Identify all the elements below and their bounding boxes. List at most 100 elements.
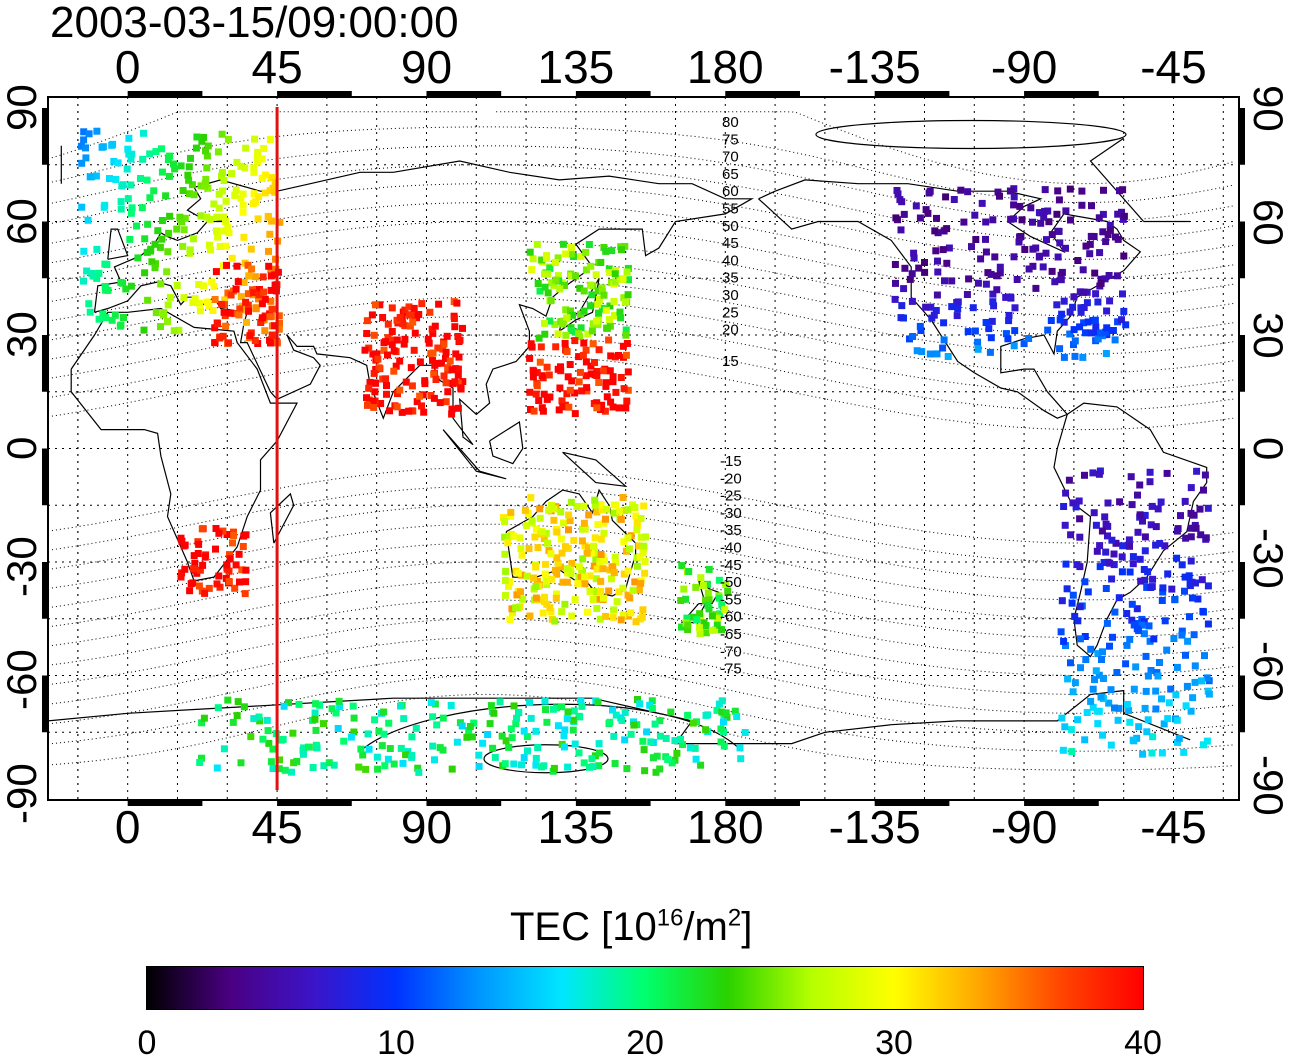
tec-point bbox=[268, 331, 276, 339]
tec-point bbox=[203, 152, 211, 160]
tec-point bbox=[620, 385, 628, 393]
tec-point bbox=[250, 715, 258, 723]
tec-point bbox=[1078, 201, 1086, 209]
tec-point bbox=[1193, 467, 1201, 475]
tec-point bbox=[580, 519, 588, 527]
tec-point bbox=[1002, 293, 1010, 301]
tec-point bbox=[1200, 741, 1207, 749]
tec-point bbox=[245, 307, 252, 315]
contour-label-minus-50: -50 bbox=[720, 574, 742, 591]
tec-point bbox=[1074, 716, 1082, 724]
tec-point bbox=[1125, 707, 1133, 714]
tec-point bbox=[602, 382, 610, 390]
tec-point bbox=[1071, 352, 1079, 360]
tec-point bbox=[261, 327, 269, 335]
tec-point bbox=[989, 216, 997, 224]
tec-point bbox=[1101, 328, 1109, 336]
tec-point bbox=[1060, 297, 1068, 305]
tec-point bbox=[125, 134, 133, 142]
tec-point bbox=[550, 764, 558, 772]
tec-point bbox=[80, 247, 88, 255]
tec-point bbox=[626, 594, 634, 602]
tec-point bbox=[109, 140, 117, 148]
tec-point bbox=[535, 334, 543, 342]
tec-point bbox=[160, 311, 167, 319]
tec-point bbox=[1106, 297, 1114, 305]
tec-point bbox=[1191, 678, 1199, 686]
tec-point bbox=[1005, 311, 1013, 319]
top-lon-label-minus-45: -45 bbox=[1140, 41, 1207, 93]
tec-point bbox=[1048, 267, 1056, 275]
tec-point bbox=[637, 579, 645, 587]
tec-point bbox=[1111, 608, 1119, 616]
tec-point bbox=[1035, 209, 1043, 217]
tec-point bbox=[615, 404, 623, 412]
tec-point bbox=[544, 539, 551, 547]
tec-point bbox=[369, 397, 377, 405]
tec-region-new-zealand bbox=[677, 562, 732, 638]
tec-point bbox=[117, 198, 125, 206]
tec-point bbox=[1163, 469, 1171, 477]
tec-point bbox=[222, 217, 229, 225]
tec-point bbox=[697, 574, 705, 582]
tec-point bbox=[200, 714, 208, 722]
tec-point bbox=[532, 390, 540, 398]
tec-point bbox=[925, 189, 933, 197]
tec-point bbox=[1029, 262, 1037, 270]
tec-point bbox=[1056, 239, 1064, 247]
tec-point bbox=[1069, 688, 1077, 696]
tec-point bbox=[1189, 594, 1196, 602]
tec-point bbox=[189, 299, 197, 306]
tec-point bbox=[186, 190, 193, 198]
tec-point bbox=[558, 397, 566, 405]
tec-point bbox=[235, 311, 243, 319]
colorbar-title-mid: /m bbox=[683, 905, 728, 949]
tec-point bbox=[521, 506, 529, 514]
tec-point bbox=[170, 327, 178, 335]
tec-point bbox=[180, 226, 188, 234]
tec-point bbox=[569, 311, 576, 319]
tec-point bbox=[264, 212, 272, 220]
tec-point bbox=[86, 173, 94, 181]
tec-point bbox=[571, 740, 579, 748]
tec-point bbox=[625, 545, 633, 553]
tec-point bbox=[501, 550, 509, 558]
tec-point bbox=[584, 330, 592, 338]
tec-point bbox=[699, 582, 707, 589]
tec-point bbox=[559, 240, 567, 248]
tec-point bbox=[592, 555, 600, 563]
tec-point bbox=[580, 502, 588, 510]
tec-point bbox=[1098, 527, 1106, 535]
tec-point bbox=[563, 715, 571, 723]
tec-point bbox=[1161, 617, 1169, 625]
tec-point bbox=[239, 190, 247, 198]
tec-point bbox=[402, 751, 410, 759]
tec-point bbox=[1143, 583, 1151, 591]
tec-point bbox=[1062, 489, 1070, 497]
tec-point bbox=[552, 276, 560, 284]
tec-point bbox=[662, 735, 670, 742]
tec-point bbox=[1165, 699, 1173, 707]
tec-point bbox=[543, 363, 551, 371]
tec-point bbox=[137, 175, 144, 182]
tec-point bbox=[415, 768, 423, 776]
tec-point bbox=[897, 314, 905, 322]
tec-point bbox=[1136, 555, 1144, 563]
tec-point bbox=[603, 393, 611, 401]
tec-point bbox=[565, 403, 573, 411]
tec-point bbox=[1037, 219, 1045, 227]
tec-point bbox=[1116, 498, 1124, 506]
tec-point bbox=[1120, 252, 1128, 260]
tec-point bbox=[175, 326, 183, 334]
tec-point bbox=[648, 704, 656, 712]
south-pole-oval-inner bbox=[483, 744, 609, 774]
tec-point bbox=[426, 308, 434, 316]
tec-point bbox=[505, 743, 513, 751]
tec-point bbox=[1087, 697, 1095, 705]
tec-point bbox=[1187, 533, 1195, 541]
tec-point bbox=[1071, 679, 1079, 687]
tec-point bbox=[671, 737, 679, 745]
tec-point bbox=[400, 715, 408, 723]
contour-label-minus-55: -55 bbox=[720, 591, 742, 608]
tec-point bbox=[532, 761, 540, 769]
